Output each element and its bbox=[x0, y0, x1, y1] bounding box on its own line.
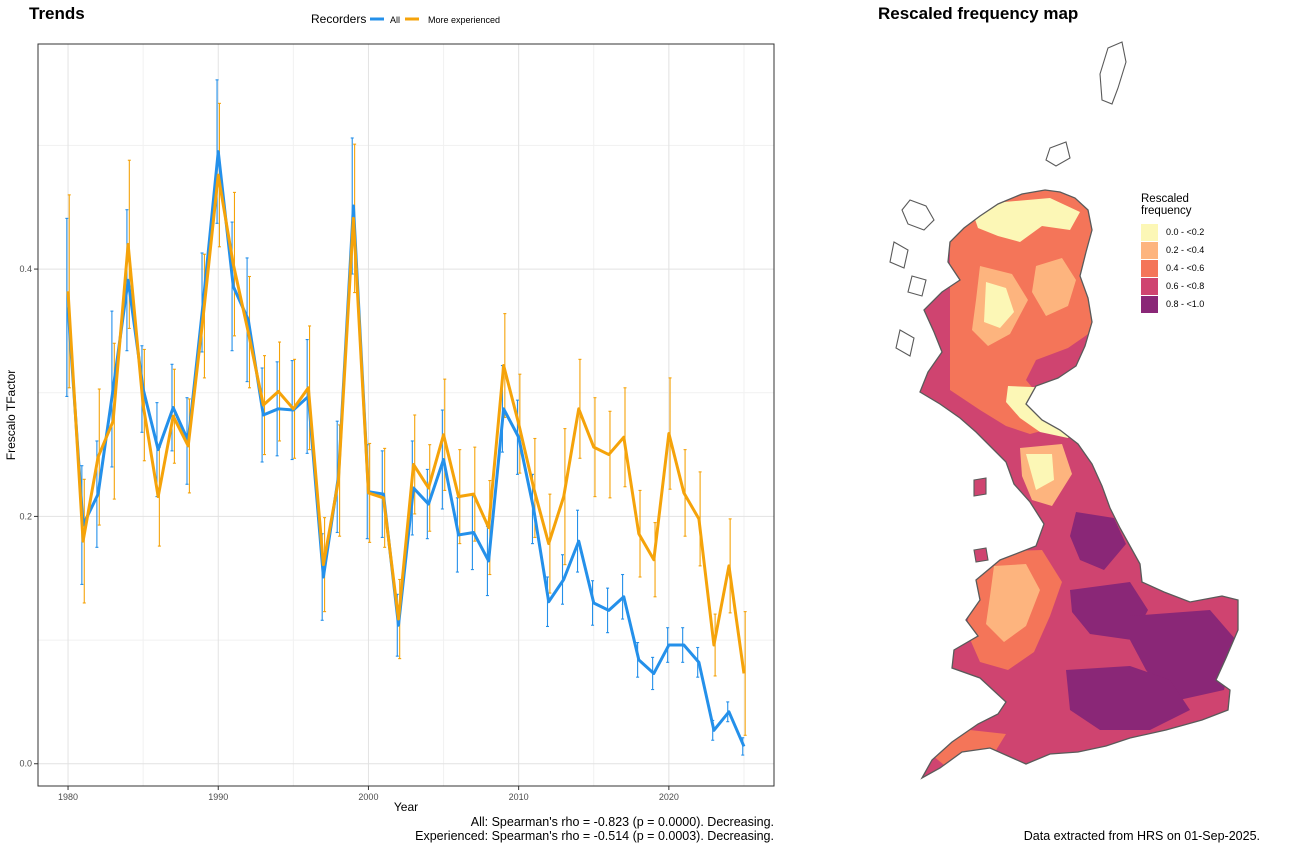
map-legend-title-line1: Rescaled bbox=[1141, 193, 1189, 205]
map-legend-title: Rescaled frequency bbox=[1141, 193, 1204, 217]
x-tick-label: 1980 bbox=[58, 792, 78, 802]
y-tick-label: 0.0 bbox=[19, 759, 32, 769]
map-zone-yorkshire bbox=[1070, 512, 1126, 570]
map-legend-swatch bbox=[1141, 277, 1158, 295]
map-legend-title-line2: frequency bbox=[1141, 205, 1192, 217]
plot-panel-border bbox=[37, 43, 775, 787]
map-legend-row: 0.2 - <0.4 bbox=[1141, 241, 1204, 259]
trends-chart: 1980 1990 2000 2010 2020 0.0 0.2 0.4 Year Frescal… bbox=[4, 12, 775, 814]
map-heat-layer bbox=[920, 190, 1238, 778]
x-tick-label: 1990 bbox=[208, 792, 228, 802]
trends-title: Trends bbox=[29, 4, 85, 23]
island-skye-outline bbox=[907, 275, 927, 297]
x-tick-label: 2000 bbox=[358, 792, 378, 802]
map-legend-swatch bbox=[1141, 259, 1158, 277]
x-tick-label: 2020 bbox=[659, 792, 679, 802]
map-legend-label: 0.2 - <0.4 bbox=[1166, 245, 1205, 255]
map-legend-swatch bbox=[1141, 223, 1158, 241]
island-lewis-outline bbox=[901, 199, 935, 231]
map-legend-label: 0.6 - <0.8 bbox=[1166, 281, 1205, 291]
map-legend-row: 0.4 - <0.6 bbox=[1141, 259, 1204, 277]
island-anglesey-outline bbox=[973, 547, 989, 563]
map-legend-label: 0.0 - <0.2 bbox=[1166, 227, 1205, 237]
island-shetland-outline bbox=[1099, 41, 1127, 105]
legend-title: Recorders bbox=[311, 12, 366, 26]
y-tick-label: 0.4 bbox=[19, 264, 32, 274]
island-orkney-outline bbox=[1045, 141, 1071, 167]
map-zone-north-coast bbox=[970, 198, 1080, 242]
x-axis-label: Year bbox=[394, 800, 418, 814]
island-mull-outline bbox=[895, 329, 915, 357]
map-zone-south bbox=[1066, 666, 1190, 730]
x-tick-label: 2010 bbox=[509, 792, 529, 802]
legend-label: More experienced bbox=[428, 15, 500, 25]
map-zone-grampians bbox=[1032, 258, 1076, 316]
series-line bbox=[66, 173, 746, 674]
map-legend-swatch bbox=[1141, 241, 1158, 259]
map-zone-wales-upland bbox=[986, 564, 1040, 642]
map-legend-row: 0.0 - <0.2 bbox=[1141, 223, 1204, 241]
spearman-all-text: All: Spearman's rho = -0.823 (p = 0.0000… bbox=[470, 815, 774, 829]
rescaled-frequency-map bbox=[889, 41, 1239, 780]
map-legend-label: 0.4 - <0.6 bbox=[1166, 263, 1205, 273]
map-legend: Rescaled frequency 0.0 - <0.2 0.2 - <0.4… bbox=[1141, 193, 1204, 313]
map-legend-row: 0.6 - <0.8 bbox=[1141, 277, 1204, 295]
map-legend-label: 0.8 - <1.0 bbox=[1166, 299, 1205, 309]
map-legend-swatch bbox=[1141, 295, 1158, 313]
map-zone-midlands bbox=[1070, 582, 1148, 640]
data-source-note: Data extracted from HRS on 01-Sep-2025. bbox=[1023, 829, 1260, 843]
map-zone-highlands-pale bbox=[984, 282, 1014, 328]
map-zone-scotland bbox=[950, 190, 1100, 434]
map-outlines bbox=[889, 41, 1239, 780]
y-tick-label: 0.2 bbox=[19, 511, 32, 521]
island-uist-outline bbox=[889, 241, 909, 269]
map-legend-row: 0.8 - <1.0 bbox=[1141, 295, 1204, 313]
island-man-outline bbox=[973, 477, 987, 497]
gb-outline bbox=[919, 189, 1239, 780]
legend-label: All bbox=[390, 15, 400, 25]
map-zone-pennines-pale bbox=[1026, 454, 1054, 490]
y-axis-label: Frescalo TFactor bbox=[4, 370, 18, 460]
map-title: Rescaled frequency map bbox=[878, 4, 1079, 23]
series-line bbox=[66, 150, 746, 748]
spearman-experienced-text: Experienced: Spearman's rho = -0.514 (p … bbox=[415, 829, 774, 843]
